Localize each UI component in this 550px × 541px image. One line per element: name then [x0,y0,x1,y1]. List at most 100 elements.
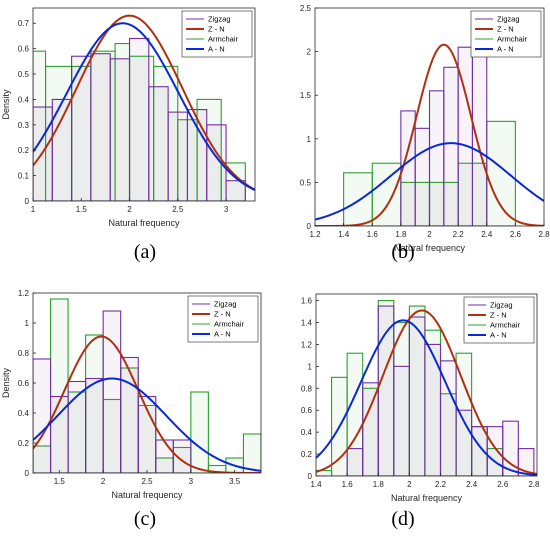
y-tick-label: 0.2 [301,450,313,459]
histogram-bar-armchair-9 [190,391,209,473]
legend-entry: Zigzag [490,301,513,310]
fit-curve-a-n [33,22,255,191]
axes-frame [315,293,538,477]
legend-entry: Armchair [497,35,528,44]
histogram-bar-zigzag-3 [393,365,410,476]
plot-area [33,298,261,473]
y-tick-label: 0.4 [18,409,30,418]
x-axis-label: Natural frequency [394,243,466,253]
histogram-bar-zigzag-5 [128,37,150,201]
panel-a: 1 1.5 2 2.5 3 0 0.1 0.2 0.3 0.4 0.5 0.6 0.7 Natural f… [1,7,256,263]
histogram-bar-armchair-12 [242,433,261,473]
histogram-bar-zigzag-0 [346,448,364,476]
y-tick-label: 2 [307,48,312,57]
y-tick-label: 1 [308,362,313,371]
histogram-bar-armchair-1 [371,162,402,226]
histogram-bar-zigzag-0 [33,358,52,473]
histogram-bar-zigzag-1 [414,127,431,226]
histogram-bar-zigzag-3 [443,66,459,226]
x-axis-label: Natural frequency [391,493,463,503]
x-tick-label: 1.5 [54,477,66,486]
panel-c: 1.5 2 2.5 3 3.5 0 0.2 0.4 0.6 0.8 1 1.2 Natural freq… [1,289,262,530]
legend-entry: Zigzag [208,15,231,24]
legend-entry: A - N [490,331,507,340]
x-tick-label: 2.8 [538,230,550,239]
x-tick-label: 2 [427,230,432,239]
y-tick-label: 1 [25,319,30,328]
histogram-bar-zigzag-2 [428,90,445,226]
x-tick-label: 3 [224,205,229,214]
histogram-bar-zigzag-5 [120,356,139,473]
fit-curve-z-n [315,43,544,226]
histogram-bar-zigzag-8 [186,109,208,201]
x-tick-label: 1.6 [342,480,354,489]
x-tick-label: 2 [101,477,106,486]
histogram-bar-armchair-8 [196,98,222,201]
legend-entry: Armchair [208,35,239,44]
fit-curve-z-n [33,14,255,191]
x-tick-label: 3.5 [229,477,241,486]
histogram-bar-zigzag-3 [90,53,111,201]
y-tick-label: 0.2 [18,146,30,155]
y-tick-label: 0.3 [18,121,30,130]
y-tick-label: 1.5 [300,91,312,100]
histogram-bar-zigzag-8 [172,439,192,473]
panel-label: (a) [134,241,156,263]
histogram-bar-zigzag-1 [362,382,379,476]
x-tick-label: 1.8 [373,480,385,489]
fit-curve-a-n [315,142,544,221]
x-tick-label: 2.8 [528,480,540,489]
histogram-bar-armchair-3 [90,50,116,201]
histogram-bar-zigzag-4 [102,310,122,473]
y-tick-label: 1.2 [18,289,30,298]
histogram-bar-zigzag-6 [148,86,169,201]
y-tick-label: 0.4 [18,95,30,104]
legend-entry: A - N [214,330,231,339]
histogram-bar-armchair-5 [486,120,516,226]
y-tick-label: 1.4 [301,319,313,328]
legend-entry: A - N [497,45,514,54]
y-axis-label: Density [1,367,11,398]
fit-curve-a-n [33,377,261,472]
x-tick-label: 2.6 [510,230,522,239]
y-tick-label: 0.6 [301,406,313,415]
x-tick-label: 2.5 [141,477,153,486]
y-tick-label: 0.2 [18,439,30,448]
legend-entry: Z - N [214,310,231,319]
fit-curve-z-n [316,309,537,475]
histogram-bar-zigzag-3 [85,377,104,473]
x-tick-label: 2.5 [172,205,184,214]
plot-area [316,300,537,476]
histogram-bar-zigzag-4 [408,316,426,476]
legend-entry: Z - N [497,25,514,34]
y-tick-label: 0 [307,222,312,231]
legend-entry: Z - N [490,311,507,320]
y-tick-label: 0.7 [18,19,30,28]
histogram-bar-zigzag-9 [486,426,504,476]
y-axis-label: Density [1,89,11,120]
y-tick-label: 0.4 [301,428,313,437]
y-tick-label: 2.5 [300,4,312,13]
x-axis-label: Natural frequency [108,218,180,228]
x-tick-label: 2 [407,480,412,489]
x-axis-label: Natural frequency [111,490,183,500]
y-tick-label: 0.6 [18,379,30,388]
panel-b: 1.2 1.4 1.6 1.8 2 2.2 2.4 2.6 2.8 0 0.5 1 1.5 2 2.5 Nat… [300,4,550,263]
y-tick-label: 1 [307,135,312,144]
histogram-bar-armchair-0 [343,172,373,226]
y-tick-label: 0 [25,469,30,478]
y-tick-label: 0.8 [301,384,313,393]
legend-entry: Zigzag [214,300,237,309]
panel-d: 1.4 1.6 1.8 2 2.2 2.4 2.6 2.8 0 0.2 0.4 0.6 0.8 1 1.2 1… [301,293,540,530]
x-tick-label: 2 [127,205,132,214]
y-tick-label: 0.8 [18,349,30,358]
x-tick-label: 1.4 [338,230,350,239]
fit-curve-a-n [316,319,537,476]
y-tick-label: 0 [25,197,30,206]
x-tick-label: 2.4 [466,480,478,489]
panel-label: (d) [391,508,414,530]
histogram-bar-zigzag-4 [109,58,131,201]
